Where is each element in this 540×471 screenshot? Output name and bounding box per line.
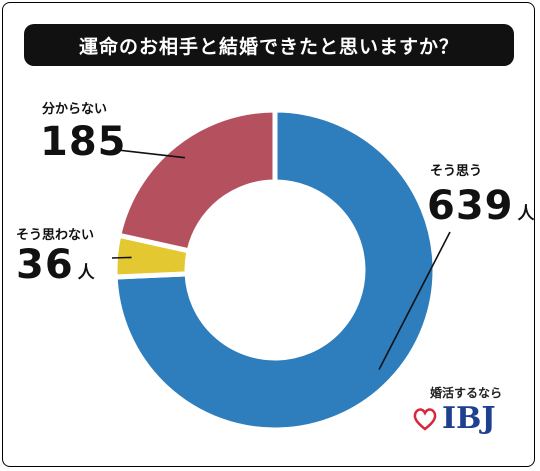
label-unknown-category: 分からない — [42, 102, 108, 117]
value-disagree-number: 36 — [16, 242, 74, 288]
label-agree: そう思う — [430, 160, 482, 179]
value-unknown-number: 185 — [40, 119, 127, 165]
slice-unknown-leader-line — [117, 149, 186, 159]
brand-name: IBJ — [442, 401, 496, 436]
value-disagree: 36 人 — [16, 245, 95, 285]
brand-logo: 婚活するなら IBJ — [412, 384, 502, 435]
slice-agree — [112, 107, 438, 433]
label-disagree-category: そう思わない — [16, 228, 95, 243]
label-disagree: そう思わない — [16, 224, 94, 243]
slice-unknown — [115, 107, 278, 254]
value-disagree-unit: 人 — [77, 263, 95, 283]
brand-tagline: 婚活するなら — [430, 386, 503, 400]
label-agree-category: そう思う — [430, 164, 483, 179]
value-unknown: 185 — [40, 122, 127, 162]
chart-title: 運命のお相手と結婚できたと思いますか？ — [24, 24, 514, 66]
slice-agree-leader-line — [378, 231, 451, 370]
value-agree: 639 人 — [427, 186, 535, 226]
heart-icon — [413, 408, 437, 431]
label-unknown: 分からない — [42, 98, 107, 117]
value-agree-unit: 人 — [517, 204, 535, 224]
slice-disagree-leader-line — [111, 256, 132, 259]
value-agree-number: 639 — [427, 183, 514, 229]
